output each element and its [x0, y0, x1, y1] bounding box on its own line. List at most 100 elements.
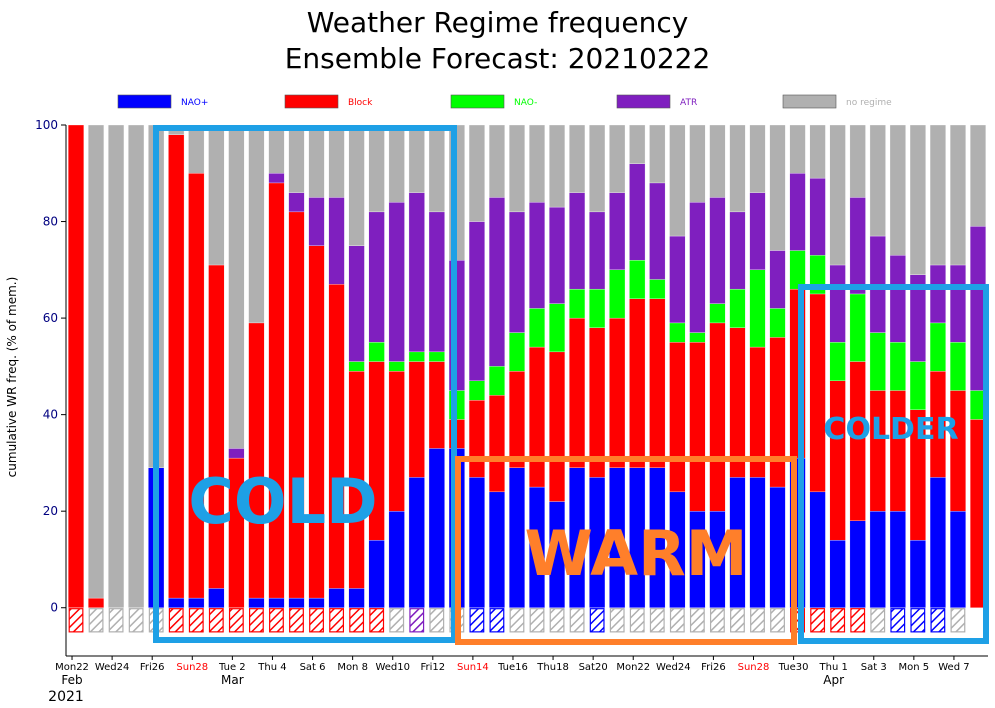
- legend-label: Block: [348, 98, 373, 108]
- dominant-regime-marker: [649, 608, 665, 633]
- bar-segment-block: [889, 390, 906, 512]
- bar-segment-atr: [729, 211, 746, 290]
- bar-segment-no-regime: [849, 124, 866, 198]
- dominant-regime-marker: [709, 608, 725, 633]
- x-tick-label: Wed10: [375, 662, 410, 673]
- bar-segment-no-regime: [769, 124, 786, 251]
- dominant-regime-marker: [269, 608, 284, 633]
- bar-segment-nao-: [929, 477, 946, 608]
- year-label: 2021: [48, 689, 84, 705]
- bar-segment-nao-: [589, 288, 606, 328]
- bar-segment-block: [569, 317, 586, 468]
- bar-segment-nao-: [869, 332, 886, 391]
- x-tick-label: Mon 8: [337, 662, 368, 673]
- bar-segment-nao-: [829, 539, 846, 608]
- bar-segment-nao-: [849, 293, 866, 362]
- bar-segment-no-regime: [228, 124, 245, 449]
- bar-segment-block: [168, 134, 185, 599]
- bar-segment-nao-: [869, 511, 886, 608]
- bar-segment-block: [328, 284, 345, 589]
- colder-annotation: COLDER: [823, 412, 958, 447]
- bar-segment-nao-: [909, 539, 926, 608]
- bar-segment-atr: [529, 202, 545, 309]
- bar-segment-block: [589, 327, 606, 478]
- dominant-regime-marker: [930, 608, 946, 633]
- bar-segment-block: [949, 390, 966, 512]
- bar-segment-nao-: [348, 588, 365, 608]
- bar-segment-block: [308, 245, 325, 599]
- bar-segment-nao-: [468, 477, 485, 608]
- bar-segment-nao-: [909, 361, 926, 410]
- dominant-regime-marker: [88, 608, 104, 633]
- x-tick-label: Sun28: [738, 662, 770, 673]
- bar-segment-nao-: [929, 322, 946, 372]
- x-tick-label: Thu 1: [819, 662, 848, 673]
- bar-segment-no-regime: [248, 124, 265, 324]
- bar-segment-atr: [689, 202, 706, 333]
- x-tick-label: Sat 6: [300, 662, 326, 673]
- bar-segment-atr: [709, 197, 726, 304]
- legend-swatch: [616, 94, 671, 109]
- bar-segment-nao-: [408, 351, 425, 362]
- dominant-regime-marker: [429, 608, 445, 633]
- bar-segment-nao-: [749, 477, 766, 608]
- chart-title: Weather Regime frequency: [306, 6, 689, 39]
- bar-segment-no-regime: [609, 124, 626, 193]
- month-label: Feb: [61, 673, 82, 687]
- bar-segment-no-regime: [869, 124, 886, 237]
- bar-segment-block: [408, 361, 425, 478]
- bar-segment-atr: [649, 182, 666, 280]
- dominant-regime-marker: [730, 608, 745, 633]
- bar-segment-no-regime: [569, 124, 586, 193]
- bar-segment-atr: [609, 192, 626, 270]
- bar-segment-block: [669, 342, 686, 493]
- bar-segment-no-regime: [308, 124, 325, 198]
- bar-segment-nao-: [529, 308, 545, 348]
- bar-segment-no-regime: [729, 124, 746, 213]
- legend-label: no regime: [846, 98, 892, 108]
- bar-segment-no-regime: [368, 124, 385, 213]
- bar-segment-block: [649, 298, 666, 468]
- bar-segment-atr: [829, 264, 846, 343]
- legend-swatch: [117, 94, 172, 109]
- y-tick-label: 40: [43, 408, 58, 422]
- bar-segment-atr: [549, 206, 566, 304]
- dominant-regime-marker: [549, 608, 565, 633]
- bar-segment-no-regime: [669, 124, 686, 237]
- warm-period-box: [455, 456, 797, 645]
- dominant-regime-marker: [369, 608, 385, 633]
- bar-segment-nao-: [428, 448, 445, 608]
- bar-segment-atr: [228, 448, 245, 459]
- bar-segment-no-regime: [749, 124, 766, 193]
- bar-segment-block: [208, 264, 225, 589]
- x-tick-label: Sat 3: [861, 662, 887, 673]
- bar-segment-no-regime: [328, 124, 345, 198]
- x-tick-label: Wed24: [656, 662, 691, 673]
- bar-segment-no-regime: [949, 124, 966, 266]
- bar-segment-nao-: [669, 322, 686, 343]
- x-tick-label: Mon22: [616, 662, 650, 673]
- bar-segment-nao-: [368, 342, 385, 362]
- dominant-regime-marker: [569, 608, 585, 633]
- bar-segment-atr: [809, 177, 826, 256]
- bar-segment-no-regime: [348, 124, 365, 246]
- y-tick-label: 0: [50, 601, 58, 615]
- cold-annotation: COLD: [188, 465, 377, 538]
- bar-segment-atr: [408, 192, 425, 353]
- bar-segment-block: [689, 342, 706, 512]
- bar-segment-block: [248, 322, 265, 599]
- bar-segment-nao-: [889, 511, 906, 608]
- month-label: Mar: [221, 673, 244, 687]
- bar-segment-block: [68, 124, 84, 608]
- bar-segment-no-regime: [388, 124, 405, 203]
- bar-segment-nao-: [649, 279, 666, 299]
- bar-segment-no-regime: [509, 124, 525, 213]
- dominant-regime-marker: [489, 608, 505, 633]
- bar-segment-atr: [348, 245, 365, 362]
- legend-label: ATR: [680, 98, 697, 108]
- bar-segment-block: [509, 371, 525, 468]
- bar-segment-nao-: [789, 250, 806, 290]
- dominant-regime-marker: [108, 608, 124, 633]
- bar-segment-nao-: [188, 597, 205, 608]
